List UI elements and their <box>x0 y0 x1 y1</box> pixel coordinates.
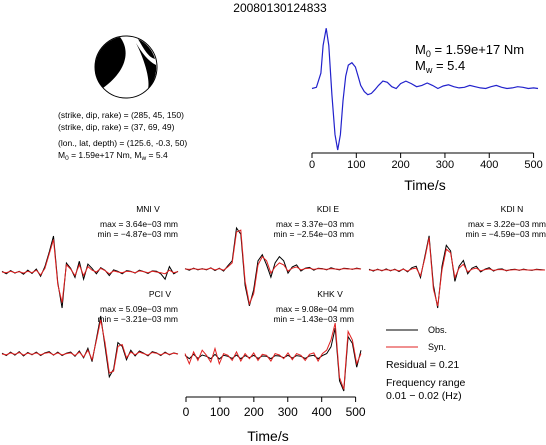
stf-m0-label: M <box>415 42 426 57</box>
stf-mw-sub: w <box>425 65 433 75</box>
location-text: (lon., lat, depth) = (125.6, -0.3, 50) <box>58 138 187 148</box>
moment-mw-sub: w <box>140 155 146 162</box>
stf-mw-value: = 5.4 <box>432 58 465 73</box>
waveform-x-tick-label: 100 <box>210 405 230 419</box>
moment-m0-sub: 0 <box>65 155 69 162</box>
stf-x-tick-label: 0 <box>309 159 315 171</box>
stf-x-tick-label: 300 <box>436 159 454 171</box>
legend-obs-label: Obs. <box>428 325 447 335</box>
stf-x-tick-label: 400 <box>480 159 498 171</box>
moment-m0-prefix: M <box>58 150 65 160</box>
legend: Obs. Syn. <box>386 325 447 352</box>
station-label: KDI N <box>501 204 524 214</box>
synthetic-trace <box>1 319 179 374</box>
station-min: min = −3.21e−03 mm <box>97 314 178 324</box>
stf-m0-sub: 0 <box>426 49 431 59</box>
station-label: KHK V <box>317 289 343 299</box>
beachball-icon <box>94 35 158 99</box>
stf-mw-text: Mw = 5.4 <box>415 58 465 75</box>
observed-trace <box>1 315 179 379</box>
stf-m0-text: M0 = 1.59e+17 Nm <box>415 42 524 59</box>
moment-m0-value: = 1.59e+17 Nm, M <box>69 150 142 160</box>
waveform-x-tick-label: 200 <box>244 405 264 419</box>
synthetic-trace <box>184 322 362 390</box>
frequency-range: 0.01 − 0.02 (Hz) <box>386 390 462 402</box>
stf-x-tick-label: 200 <box>391 159 409 171</box>
waveform-x-axis: 0 100 200 300 400 500 <box>183 396 366 419</box>
station-label: KDI E <box>317 204 340 214</box>
moment-text: M0 = 1.59e+17 Nm, Mw = 5.4 <box>58 150 168 162</box>
station-min: min = −4.59e−03 mm <box>465 229 546 239</box>
figure-title: 20080130124833 <box>233 1 327 15</box>
frequency-title: Frequency range <box>386 377 466 389</box>
station-label: PCI V <box>149 289 172 299</box>
station-label: MNI V <box>136 204 160 214</box>
synthetic-trace <box>184 229 362 306</box>
plane-1-text: (strike, dip, rake) = (285, 45, 150) <box>58 110 184 120</box>
stf-m0-value: = 1.59e+17 Nm <box>431 42 524 57</box>
station-max: max = 5.09e−03 mm <box>100 304 178 314</box>
stf-annotation: M0 = 1.59e+17 Nm Mw = 5.4 <box>415 42 524 75</box>
residual-text: Residual = 0.21 <box>386 359 459 371</box>
synthetic-trace <box>368 237 545 307</box>
waveform-x-label: Time/s <box>247 428 288 444</box>
waveform-x-tick-label: 500 <box>346 405 366 419</box>
stf-x-tick-label: 500 <box>524 159 542 171</box>
station-max: max = 3.37e−03 mm <box>276 219 354 229</box>
synthetic-trace <box>1 239 179 303</box>
station-max: max = 9.08e−04 mm <box>276 304 354 314</box>
waveform-x-tick-label: 300 <box>278 405 298 419</box>
stf-x-tick-label: 100 <box>347 159 365 171</box>
moment-mw-value: = 5.4 <box>146 150 168 160</box>
stf-x-label: Time/s <box>404 177 445 193</box>
station-max: max = 3.22e−03 mm <box>468 219 546 229</box>
stf-mw-label: M <box>415 58 426 73</box>
waveform-x-tick-label: 0 <box>183 405 190 419</box>
plane-2-text: (strike, dip, rake) = (37, 69, 49) <box>58 122 175 132</box>
station-max: max = 3.64e−03 mm <box>100 219 178 229</box>
station-min: min = −4.87e−03 mm <box>97 229 178 239</box>
legend-syn-label: Syn. <box>428 342 446 352</box>
station-min: min = −2.54e−03 mm <box>273 229 354 239</box>
station-min: min = −1.43e−03 mm <box>273 314 354 324</box>
stf-series-line <box>311 28 539 151</box>
stf-panel: 0 100 200 300 400 500 <box>309 28 543 171</box>
waveform-x-tick-label: 400 <box>312 405 332 419</box>
